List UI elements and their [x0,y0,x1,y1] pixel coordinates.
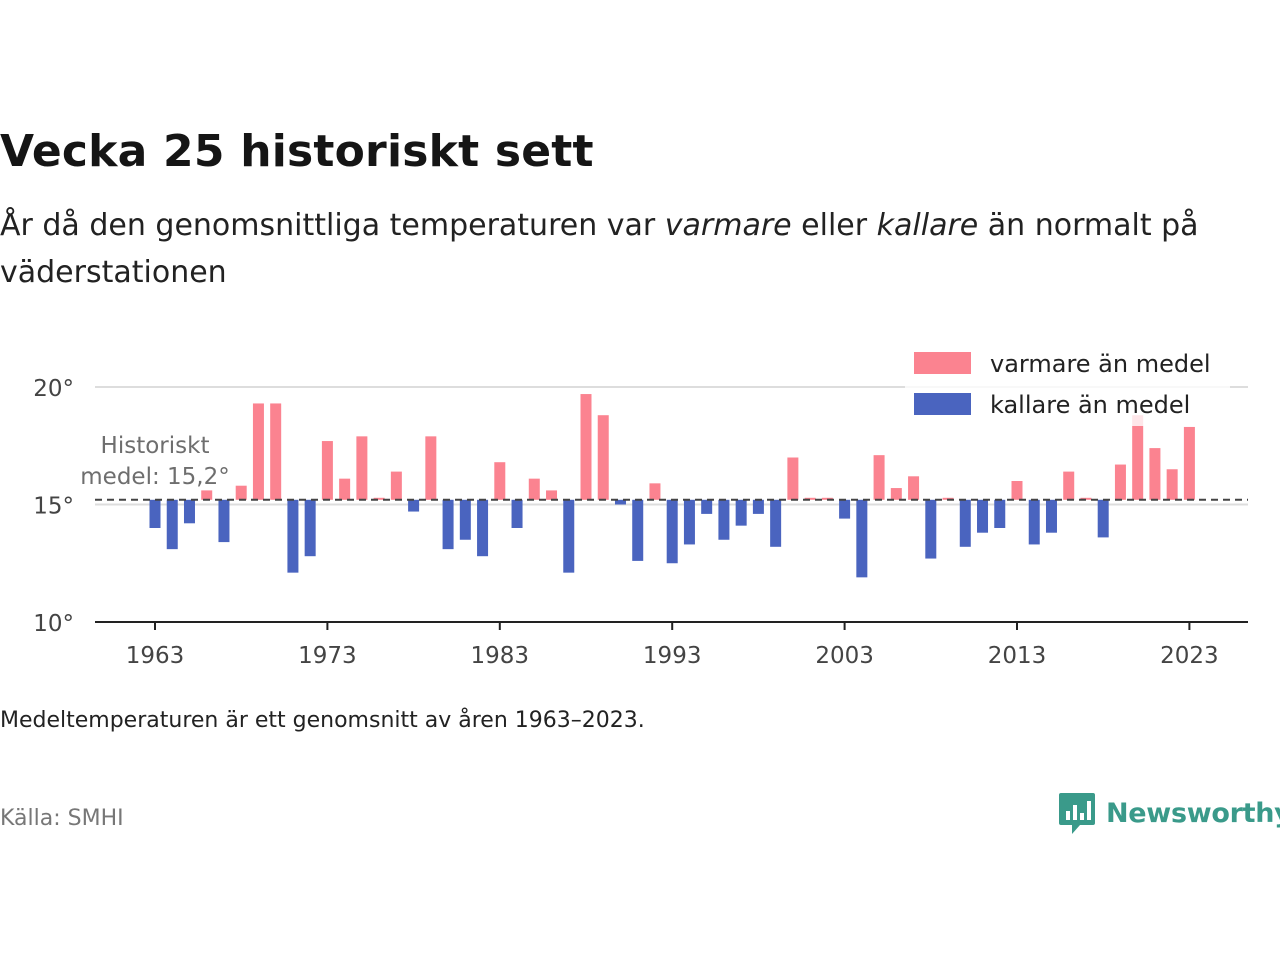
bar [701,499,713,514]
legend-label-cold: kallare än medel [990,391,1190,419]
bar [718,499,730,540]
bar [908,476,920,500]
bar [735,499,747,526]
bar [752,499,764,514]
bars [149,394,1195,578]
bar [1011,481,1023,500]
bar [356,436,368,500]
bar [1114,464,1126,500]
subtitle-text: eller [791,208,877,243]
legend-swatch-warm [914,352,971,374]
bar [183,499,195,524]
subtitle-cold-word: kallare [876,208,979,243]
bar [856,499,868,578]
x-tick-label: 2003 [815,643,874,669]
x-tick-label: 2023 [1160,643,1219,669]
legend-label-warm: varmare än medel [990,350,1211,378]
x-tick-label: 1963 [126,643,185,669]
bar [804,497,816,500]
bar [649,483,661,500]
bar-chart: 10° 15° 20° 1963 1973 1983 1993 2003 2013 2023 v… [33,342,1248,669]
x-tick-label: 1973 [298,643,357,669]
newsworthy-logo: Newsworthy [1058,791,1280,835]
bar [528,478,540,500]
bar [321,441,333,500]
x-tick-label: 2013 [988,643,1047,669]
footnote: Medeltemperaturen är ett genomsnitt av å… [0,708,645,733]
bar [597,415,609,500]
bar [890,488,902,500]
chart-subtitle: År då den genomsnittliga temperaturen va… [0,202,1230,296]
bar [873,455,885,500]
bar [1132,415,1144,500]
bar [235,485,247,500]
chart-title: Vecka 25 historiskt sett [0,126,594,177]
bar [252,403,264,500]
bar [339,478,351,500]
mean-annotation-line1: Historiskt [101,433,210,459]
y-tick-label: 10° [33,611,74,637]
bar [632,499,644,561]
bar [683,499,695,545]
bar [1183,426,1195,500]
bar [839,499,851,519]
bar [459,499,471,540]
bar [1166,469,1178,500]
bar [1045,499,1057,533]
bar [959,499,971,547]
newsworthy-chart-bubble-icon [1059,793,1095,834]
bar [1149,448,1161,500]
source-label: Källa: SMHI [0,806,124,831]
legend: varmare än medel kallare än medel [905,342,1230,426]
x-tick-label: 1993 [643,643,702,669]
bar [442,499,454,550]
legend-swatch-cold [914,393,971,415]
bar [994,499,1006,528]
bar [546,490,558,500]
bar [511,499,523,528]
bar [563,499,575,573]
bar [390,471,402,500]
bar [218,499,230,543]
bar [1028,499,1040,545]
subtitle-text: År då den genomsnittliga temperaturen va… [0,208,665,243]
bar [304,499,316,557]
bar [477,499,489,557]
mean-annotation-line2: medel: 15,2° [80,464,229,490]
axes: 1963 1973 1983 1993 2003 2013 2023 [95,621,1248,669]
y-tick-label: 20° [33,376,74,402]
bar [201,490,213,500]
bar [1097,499,1109,538]
bar [425,436,437,500]
bar [614,499,626,505]
bar [166,499,178,550]
bar [494,462,506,500]
bar [925,499,937,559]
bar [270,403,282,500]
subtitle-warm-word: varmare [664,208,792,243]
bar [666,499,678,564]
bar [787,457,799,500]
bar [770,499,782,547]
subtitle-text: än normalt på väderstationen [0,208,1199,290]
bar [287,499,299,573]
logo-text: Newsworthy [1106,797,1280,829]
y-tick-label: 15° [33,494,74,520]
mean-annotation: Historiskt medel: 15,2° [78,431,231,492]
bar [373,497,385,500]
bar [580,394,592,500]
bar [1063,471,1075,500]
bar [408,499,420,512]
bar [149,499,161,528]
bar [977,499,989,533]
x-tick-label: 1983 [471,643,530,669]
